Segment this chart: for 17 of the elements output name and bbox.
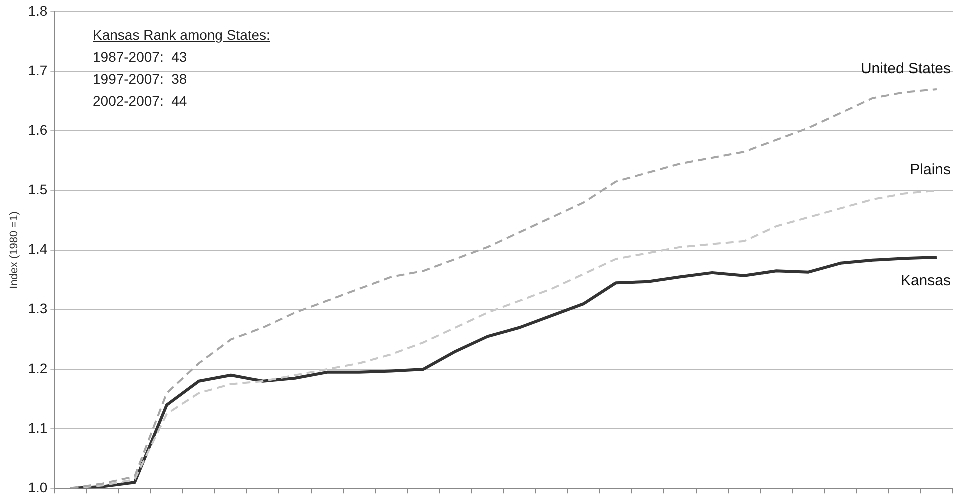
series-label: Plains	[910, 162, 951, 179]
y-tick-label: 1.6	[28, 122, 48, 138]
y-axis-title: Index (1980 =1)	[8, 212, 21, 289]
series-label: United States	[860, 60, 951, 78]
series-label: Kansas	[900, 272, 951, 290]
y-tick-label: 1.4	[28, 241, 48, 258]
y-tick-label: 1.7	[28, 62, 48, 78]
annotation: 2002-2007: 44	[93, 92, 188, 111]
y-tick-label: 1.5	[28, 182, 48, 198]
annotation: 1987-2007: 43	[93, 48, 188, 67]
y-tick-label: 1.3	[28, 300, 48, 317]
annotation: Kansas Rank among States:	[93, 26, 270, 45]
y-tick-label: 1.1	[28, 420, 48, 436]
annotation: 1997-2007: 38	[93, 70, 188, 89]
y-tick-label: 1.0	[28, 479, 48, 496]
y-tick-label: 1.8	[28, 2, 48, 19]
y-tick-label: 1.2	[28, 360, 48, 376]
